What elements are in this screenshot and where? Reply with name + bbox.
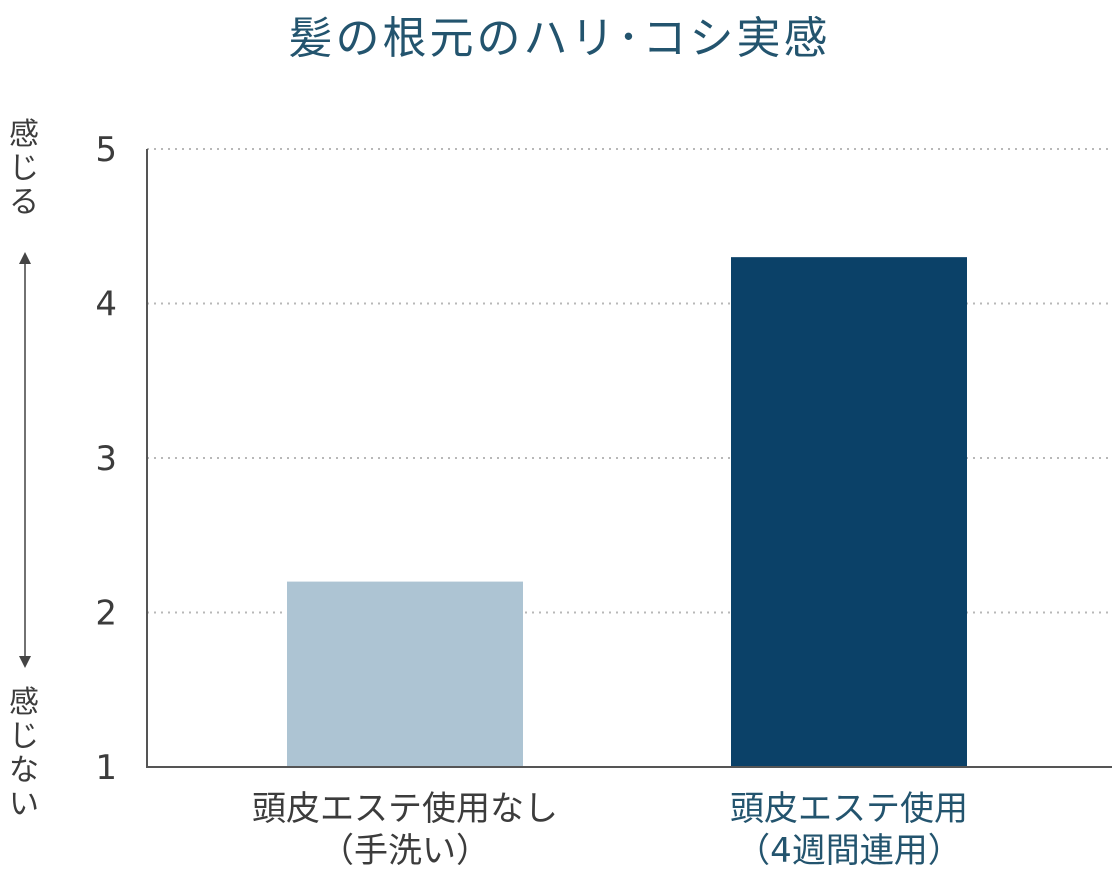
y-tick-label-4: 4 — [95, 285, 117, 325]
y-tick-label-5: 5 — [95, 130, 117, 170]
y-axis-label-top: 感じる — [6, 118, 42, 220]
x-category-label-1: 頭皮エステ使用なし （手洗い） — [185, 788, 625, 872]
x-category-label-1-line1: 頭皮エステ使用なし — [252, 789, 558, 829]
x-category-label-2-line1: 頭皮エステ使用 — [730, 789, 968, 829]
y-axis-label-top-text: 感じる — [9, 117, 39, 220]
chart-title: 髪の根元のハリ･コシ実感 — [288, 13, 831, 64]
y-axis-label-bottom-text: 感じない — [9, 685, 39, 822]
arrow-up-icon — [19, 252, 31, 264]
y-tick-labels: 1 2 3 4 5 — [95, 130, 117, 788]
bar-2 — [731, 257, 967, 767]
y-tick-label-1: 1 — [95, 748, 117, 788]
x-category-label-2: 頭皮エステ使用 （4週間連用） — [629, 788, 1069, 872]
x-category-label-2-line2: （4週間連用） — [736, 831, 962, 871]
gridlines — [147, 148, 1112, 614]
arrow-down-icon — [19, 656, 31, 668]
axes — [19, 149, 1112, 768]
bar-1 — [287, 581, 523, 767]
y-tick-label-3: 3 — [95, 439, 117, 479]
x-category-label-1-line2: （手洗い） — [320, 831, 490, 871]
y-axis-label-bottom: 感じない — [6, 686, 42, 822]
y-tick-label-2: 2 — [95, 594, 117, 634]
bars — [287, 257, 967, 767]
